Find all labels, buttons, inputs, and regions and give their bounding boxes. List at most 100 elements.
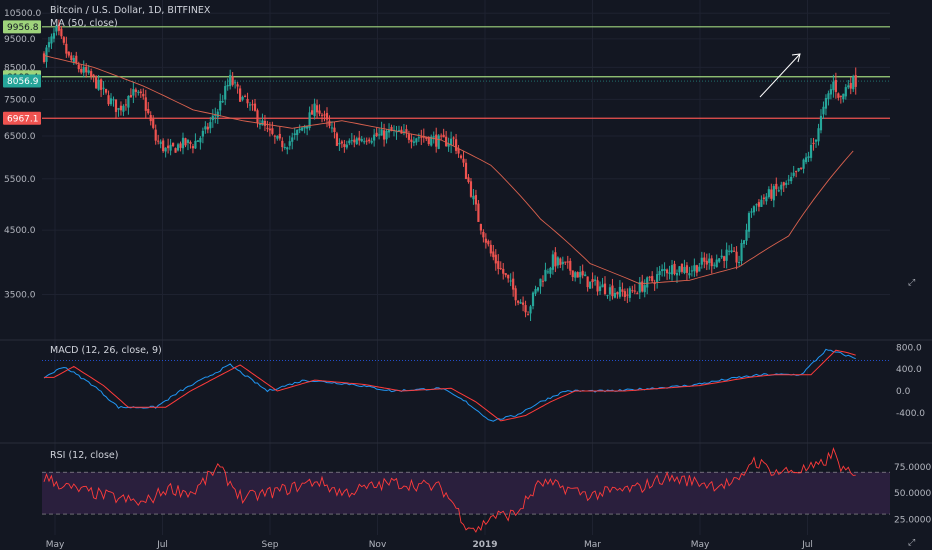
- trend-arrow[interactable]: [759, 53, 801, 98]
- candle-body: [608, 287, 612, 295]
- candle-body: [502, 268, 505, 274]
- candle-body: [50, 36, 53, 44]
- candle-body: [171, 142, 175, 147]
- candle-body: [504, 273, 507, 276]
- candle-body: [214, 114, 217, 116]
- candle-body: [77, 64, 80, 70]
- candle-body: [234, 82, 237, 84]
- candle-body: [479, 224, 482, 231]
- level-tag-label: 6967.1: [7, 114, 39, 124]
- expand-icon[interactable]: ⤢: [907, 278, 915, 288]
- candle-body: [661, 269, 664, 272]
- candle-body: [492, 251, 495, 258]
- price-axis[interactable]: 10500.0 9500.0 8500.0 7500.0 6500.0 5500.0 450…: [4, 9, 41, 300]
- price-tick-label: 9500.0: [4, 35, 36, 45]
- candle-body: [301, 127, 304, 131]
- candle-body: [819, 115, 823, 131]
- candle-body: [405, 129, 408, 133]
- candle-body: [256, 110, 259, 123]
- candle-body: [673, 263, 676, 274]
- candle-body: [852, 76, 855, 90]
- candle-body: [363, 141, 366, 143]
- ma-line[interactable]: [43, 55, 854, 285]
- candle-body: [482, 231, 485, 238]
- candle-body: [541, 280, 545, 282]
- candle-body: [42, 53, 46, 63]
- candle-body: [760, 199, 763, 207]
- candle-body: [102, 87, 105, 89]
- candle-body: [747, 213, 751, 232]
- candle-body: [330, 127, 334, 129]
- candle-body: [55, 25, 58, 32]
- candle-body: [653, 283, 656, 285]
- candle-body: [62, 37, 65, 43]
- candle-body: [378, 134, 381, 136]
- candle-body: [512, 278, 515, 290]
- level-tag-label: 9956.8: [7, 23, 39, 33]
- candle-body: [186, 140, 190, 143]
- candle-body: [92, 74, 95, 76]
- candle-body: [517, 300, 520, 303]
- candle-body: [402, 131, 406, 133]
- time-tick-label: Sep: [262, 540, 279, 550]
- candle-body: [566, 261, 569, 263]
- candle-body: [621, 289, 624, 292]
- price-tick-label: 6500.0: [4, 132, 36, 142]
- candle-body: [569, 260, 572, 271]
- candlestick-series[interactable]: [42, 19, 857, 322]
- candle-body: [698, 266, 701, 272]
- candle-body: [417, 137, 420, 139]
- candle-body: [844, 87, 847, 97]
- candle-body: [427, 137, 430, 145]
- candle-body: [52, 33, 56, 39]
- candle-body: [824, 98, 828, 109]
- candle-body: [281, 140, 284, 148]
- candle-body: [338, 143, 341, 145]
- candle-body: [745, 229, 748, 241]
- candle-body: [665, 269, 669, 274]
- candle-body: [152, 118, 155, 128]
- candle-body: [705, 260, 708, 265]
- rsi-axis[interactable]: 75.0000 50.0000 25.0000: [894, 463, 931, 525]
- macd-signal-line[interactable]: [44, 349, 856, 422]
- level-tag: [3, 74, 41, 88]
- candle-body: [60, 28, 63, 37]
- candle-body: [318, 110, 321, 114]
- candle-body: [643, 285, 646, 293]
- ma-legend: MA (50, close): [50, 18, 118, 29]
- candle-body: [425, 137, 428, 139]
- settings-icon[interactable]: ⤢: [907, 538, 915, 548]
- candle-body: [286, 147, 289, 150]
- macd-line[interactable]: [43, 348, 856, 422]
- candle-body: [730, 250, 733, 253]
- candle-body: [770, 189, 773, 199]
- candle-body: [822, 106, 825, 115]
- candle-body: [306, 125, 309, 129]
- candle-body: [308, 112, 311, 128]
- candle-body: [765, 196, 768, 202]
- candle-body: [703, 257, 706, 262]
- candle-body: [611, 285, 614, 297]
- candle-body: [122, 105, 125, 112]
- candle-body: [291, 137, 294, 142]
- candle-body: [663, 268, 666, 271]
- time-axis[interactable]: May Jul Sep Nov 2019 Mar May Jul: [46, 540, 813, 550]
- candle-body: [782, 182, 785, 186]
- symbol-title: Bitcoin / U.S. Dollar, 1D, BITFINEX: [50, 5, 211, 16]
- candle-body: [700, 257, 703, 265]
- candle-body: [345, 144, 348, 148]
- rsi-line[interactable]: [43, 447, 856, 533]
- macd-axis[interactable]: 800.0 400.0 0.0 -400.0: [896, 343, 925, 418]
- candle-body: [641, 281, 644, 292]
- time-tick-label: Mar: [584, 540, 601, 550]
- candle-body: [184, 138, 187, 146]
- candle-body: [464, 162, 468, 179]
- candle-body: [454, 139, 458, 151]
- candle-body: [432, 136, 435, 138]
- candle-body: [544, 269, 547, 282]
- candle-body: [181, 137, 185, 149]
- candle-body: [313, 103, 316, 117]
- candle-body: [539, 278, 542, 287]
